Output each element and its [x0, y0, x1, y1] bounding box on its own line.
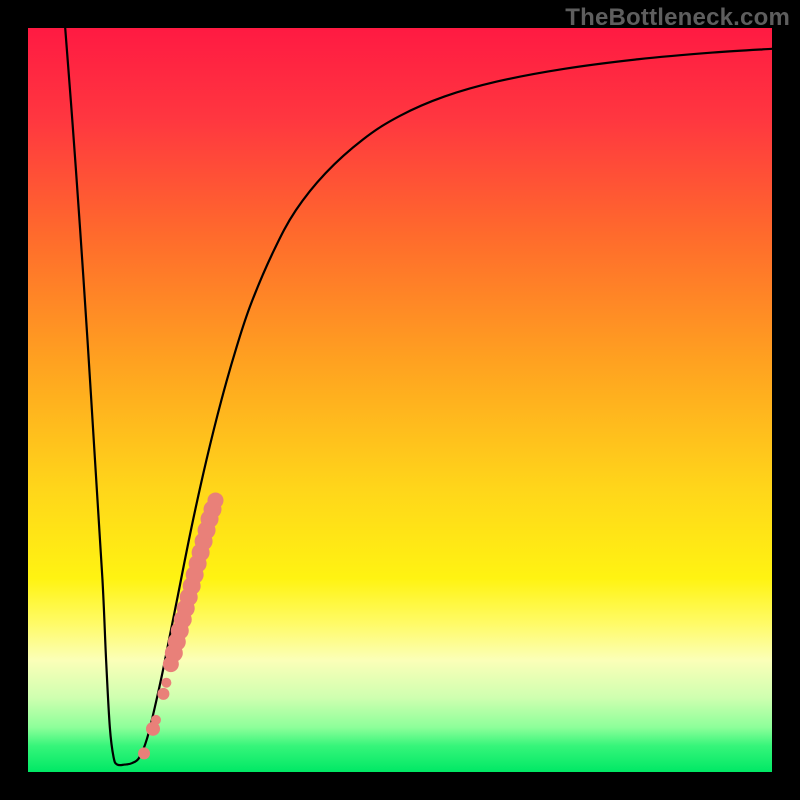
data-marker [138, 747, 150, 759]
data-marker [207, 492, 223, 508]
attribution-text: TheBottleneck.com [565, 4, 790, 32]
data-marker [161, 678, 171, 688]
chart-svg [0, 0, 800, 800]
data-marker [151, 715, 161, 725]
data-marker [157, 688, 169, 700]
chart-stage: TheBottleneck.com [0, 0, 800, 800]
plot-background [28, 28, 772, 772]
